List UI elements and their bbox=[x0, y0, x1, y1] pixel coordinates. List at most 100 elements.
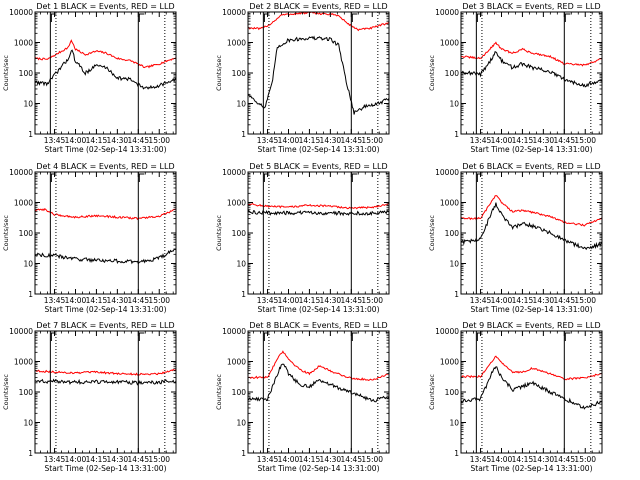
y-tick-label: 1000 bbox=[14, 358, 33, 367]
x-axis-label: Start Time (02-Sep-14 13:31:00) bbox=[471, 305, 593, 314]
y-tick-label: 1 bbox=[28, 449, 33, 458]
y-tick-label: 100 bbox=[445, 229, 460, 238]
chart-title: Det 4 BLACK = Events, RED = LLD bbox=[36, 162, 174, 171]
x-tick-label: 14:45 bbox=[127, 136, 149, 145]
y-tick-label: 1000 bbox=[440, 199, 459, 208]
series-line-lld bbox=[35, 207, 177, 221]
chart-panel-4: 1 10 100 1000 10000 13:45 14:00 14:15 14:30 14:45… bbox=[2, 162, 177, 314]
x-tick-label: 14:00 bbox=[491, 455, 513, 464]
chart-title: Det 1 BLACK = Events, RED = LLD bbox=[36, 2, 174, 11]
x-tick-label: 14:30 bbox=[107, 296, 129, 305]
y-axis-label: Counts/sec bbox=[428, 55, 436, 91]
chart-title: Det 8 BLACK = Events, RED = LLD bbox=[249, 321, 387, 330]
y-tick-label: 1 bbox=[28, 290, 33, 299]
x-tick-label: 14:15 bbox=[512, 296, 534, 305]
chart-panel-5: 1 10 100 1000 10000 13:45 14:00 14:15 14:30 14:45… bbox=[215, 162, 390, 314]
y-tick-label: 1000 bbox=[227, 199, 246, 208]
y-tick-label: 1 bbox=[241, 290, 246, 299]
marker-flag-2 bbox=[138, 13, 145, 22]
y-tick-label: 10000 bbox=[435, 327, 459, 336]
y-tick-label: 100 bbox=[232, 388, 247, 397]
chart-title: Det 5 BLACK = Events, RED = LLD bbox=[249, 162, 387, 171]
x-tick-label: 14:15 bbox=[299, 136, 321, 145]
x-axis-label: Start Time (02-Sep-14 13:31:00) bbox=[471, 464, 593, 473]
series-line-events bbox=[34, 378, 177, 386]
y-tick-label: 10000 bbox=[9, 327, 33, 336]
chart-panel-2: 1 10 100 1000 10000 13:45 14:00 14:15 14:30 14:45… bbox=[215, 2, 390, 154]
marker-flag-2 bbox=[138, 173, 145, 182]
x-tick-label: 13:45 bbox=[470, 296, 492, 305]
y-tick-label: 10 bbox=[23, 260, 33, 269]
x-tick-label: 15:00 bbox=[574, 296, 596, 305]
y-tick-label: 10 bbox=[23, 100, 33, 109]
x-tick-label: 13:45 bbox=[44, 296, 66, 305]
x-tick-label: 15:00 bbox=[574, 455, 596, 464]
series-line-lld bbox=[460, 355, 602, 381]
x-tick-label: 14:30 bbox=[533, 455, 555, 464]
x-tick-label: 13:45 bbox=[257, 455, 279, 464]
y-axis-label: Counts/sec bbox=[215, 215, 223, 251]
y-tick-label: 100 bbox=[19, 229, 34, 238]
marker-flag-2 bbox=[564, 13, 571, 22]
x-tick-label: 14:30 bbox=[320, 455, 342, 464]
y-tick-label: 1 bbox=[454, 449, 459, 458]
y-tick-label: 100 bbox=[232, 229, 247, 238]
x-tick-label: 14:45 bbox=[553, 136, 575, 145]
y-tick-label: 1000 bbox=[440, 39, 459, 48]
x-tick-label: 14:45 bbox=[340, 296, 362, 305]
x-tick-label: 14:00 bbox=[278, 296, 300, 305]
x-tick-label: 14:00 bbox=[491, 296, 513, 305]
y-tick-label: 10 bbox=[449, 419, 459, 428]
x-tick-label: 15:00 bbox=[361, 136, 383, 145]
x-tick-label: 14:15 bbox=[86, 296, 108, 305]
chart-panel-8: 1 10 100 1000 10000 13:45 14:00 14:15 14:30 14:45… bbox=[215, 321, 390, 473]
x-tick-label: 14:45 bbox=[340, 455, 362, 464]
y-tick-label: 1 bbox=[454, 130, 459, 139]
chart-title: Det 7 BLACK = Events, RED = LLD bbox=[36, 321, 174, 330]
series-line-lld bbox=[248, 350, 390, 381]
y-axis-label: Counts/sec bbox=[428, 215, 436, 251]
x-axis-label: Start Time (02-Sep-14 13:31:00) bbox=[45, 464, 167, 473]
series-line-events bbox=[460, 366, 603, 410]
y-tick-label: 1000 bbox=[227, 39, 246, 48]
marker-flag-2 bbox=[564, 332, 571, 341]
y-tick-label: 10000 bbox=[9, 8, 33, 17]
x-tick-label: 14:45 bbox=[127, 455, 149, 464]
y-tick-label: 10000 bbox=[435, 168, 459, 177]
x-tick-label: 14:30 bbox=[533, 296, 555, 305]
x-tick-label: 14:15 bbox=[512, 455, 534, 464]
x-tick-label: 15:00 bbox=[574, 136, 596, 145]
series-line-lld bbox=[34, 39, 177, 69]
x-tick-label: 14:15 bbox=[512, 136, 534, 145]
chart-panel-1: 1 10 100 1000 10000 13:45 14:00 14:15 14:30 14:45… bbox=[2, 2, 177, 154]
y-tick-label: 1000 bbox=[227, 358, 246, 367]
marker-flag-2 bbox=[351, 332, 358, 341]
x-tick-label: 14:30 bbox=[107, 455, 129, 464]
x-axis-label: Start Time (02-Sep-14 13:31:00) bbox=[45, 305, 167, 314]
series-line-lld bbox=[247, 11, 390, 32]
x-tick-label: 14:00 bbox=[65, 136, 87, 145]
chart-panel-6: 1 10 100 1000 10000 13:45 14:00 14:15 14:30 14:45… bbox=[428, 162, 603, 314]
x-tick-label: 14:00 bbox=[278, 455, 300, 464]
y-tick-label: 10000 bbox=[222, 327, 246, 336]
y-tick-label: 1000 bbox=[14, 39, 33, 48]
y-tick-label: 10 bbox=[236, 419, 246, 428]
x-tick-label: 14:30 bbox=[320, 296, 342, 305]
y-tick-label: 100 bbox=[445, 388, 460, 397]
x-tick-label: 13:45 bbox=[470, 455, 492, 464]
series-line-lld bbox=[460, 195, 603, 227]
chart-panel-9: 1 10 100 1000 10000 13:45 14:00 14:15 14:30 14:45… bbox=[428, 321, 603, 473]
marker-flag-2 bbox=[351, 13, 358, 22]
x-tick-label: 15:00 bbox=[148, 455, 170, 464]
series-line-events bbox=[460, 202, 603, 251]
x-axis-label: Start Time (02-Sep-14 13:31:00) bbox=[45, 145, 167, 154]
chart-title: Det 9 BLACK = Events, RED = LLD bbox=[462, 321, 600, 330]
x-tick-label: 14:00 bbox=[65, 296, 87, 305]
x-tick-label: 14:15 bbox=[86, 455, 108, 464]
y-tick-label: 100 bbox=[232, 69, 247, 78]
x-tick-label: 15:00 bbox=[148, 296, 170, 305]
x-tick-label: 14:45 bbox=[127, 296, 149, 305]
y-tick-label: 10000 bbox=[9, 168, 33, 177]
x-axis-label: Start Time (02-Sep-14 13:31:00) bbox=[258, 464, 380, 473]
